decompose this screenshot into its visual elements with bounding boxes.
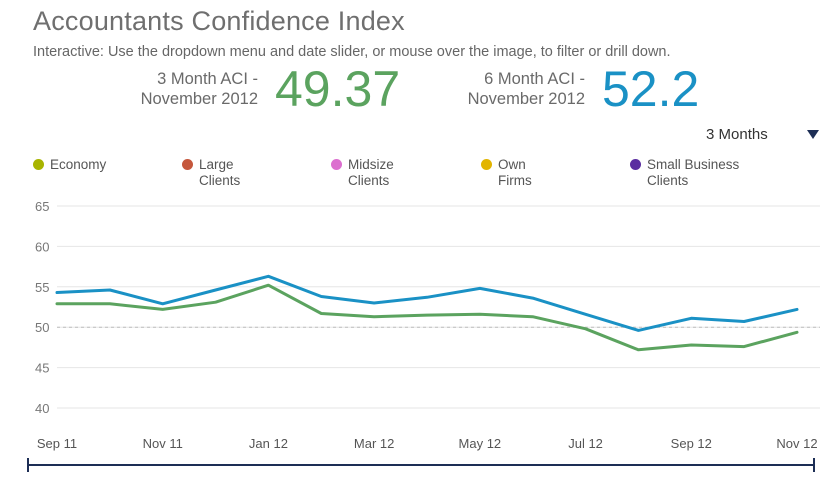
y-tick-label: 65 [35,199,49,214]
period-dropdown-value: 3 Months [706,126,768,143]
y-tick-label: 55 [35,280,49,295]
x-tick-label: Jul 12 [568,436,603,451]
y-tick-label: 60 [35,239,49,254]
kpi-3month-label-line1: 3 Month ACI - [157,70,258,88]
date-range-slider[interactable] [27,458,815,472]
date-slider-track[interactable] [27,464,815,466]
date-slider-end-handle[interactable] [813,458,815,472]
kpi-6month-value: 52.2 [602,61,700,117]
chevron-down-icon[interactable] [807,130,819,139]
legend-label-own-firms: Own Firms [498,157,532,188]
x-tick-label: Mar 12 [354,436,394,451]
page-subtitle: Interactive: Use the dropdown menu and d… [33,44,671,60]
y-tick-label: 40 [35,401,49,416]
kpi-6month-label-line1: 6 Month ACI - [484,70,585,88]
legend-label-economy: Economy [50,157,107,172]
y-tick-label: 50 [35,320,49,335]
date-slider-start-handle[interactable] [27,458,29,472]
series-line-3-month-aci[interactable] [55,283,799,352]
page-title: Accountants Confidence Index [33,6,405,36]
kpi-3month-label: 3 Month ACI - November 2012 [120,69,258,109]
x-tick-label: Nov 11 [143,436,183,451]
x-tick-label: Nov 12 [776,436,817,451]
kpi-3month-value: 49.37 [275,61,401,117]
y-tick-label: 45 [35,361,49,376]
period-dropdown[interactable]: 3 Months [700,124,825,148]
legend-label-small-business-clients: Small Business Clients [647,157,740,188]
kpi-6month-label: 6 Month ACI - November 2012 [440,69,585,109]
kpi-6month-label-line2: November 2012 [467,90,585,108]
kpi-3month-label-line2: November 2012 [140,90,258,108]
legend-dot-economy [33,159,44,170]
legend-label-midsize-clients: Midsize Clients [348,157,394,188]
legend-dot-small-business-clients [630,159,641,170]
legend-dot-own-firms [481,159,492,170]
series-line-6-month-aci[interactable] [55,274,799,332]
x-tick-label: May 12 [459,436,502,451]
x-tick-label: Sep 11 [37,436,77,451]
legend-dot-large-clients [182,159,193,170]
x-tick-label: Sep 12 [671,436,712,451]
legend-label-large-clients: Large Clients [199,157,241,188]
legend-dot-midsize-clients [331,159,342,170]
x-tick-label: Jan 12 [249,436,288,451]
